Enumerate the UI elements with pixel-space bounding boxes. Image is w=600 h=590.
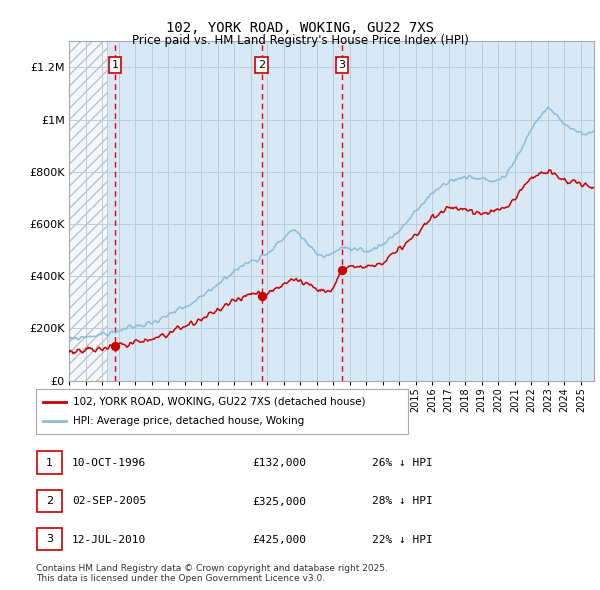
Text: HPI: Average price, detached house, Woking: HPI: Average price, detached house, Woki… [73,417,304,426]
Text: 22% ↓ HPI: 22% ↓ HPI [372,535,433,545]
Text: £132,000: £132,000 [252,458,306,468]
Text: £425,000: £425,000 [252,535,306,545]
Point [337,265,347,274]
FancyBboxPatch shape [37,490,62,512]
Bar [69,41,107,381]
Text: 1: 1 [46,458,53,467]
Text: 102, YORK ROAD, WOKING, GU22 7XS: 102, YORK ROAD, WOKING, GU22 7XS [166,21,434,35]
FancyBboxPatch shape [36,389,408,434]
Text: 102, YORK ROAD, WOKING, GU22 7XS (detached house): 102, YORK ROAD, WOKING, GU22 7XS (detach… [73,397,366,407]
FancyBboxPatch shape [37,528,62,550]
Text: 2: 2 [46,496,53,506]
FancyBboxPatch shape [37,451,62,474]
Text: 26% ↓ HPI: 26% ↓ HPI [372,458,433,468]
Text: 10-OCT-1996: 10-OCT-1996 [72,458,146,468]
Text: 3: 3 [338,60,346,70]
Text: 2: 2 [258,60,265,70]
Text: 12-JUL-2010: 12-JUL-2010 [72,535,146,545]
Point [110,342,119,351]
Text: Contains HM Land Registry data © Crown copyright and database right 2025.
This d: Contains HM Land Registry data © Crown c… [36,563,388,583]
Text: Price paid vs. HM Land Registry's House Price Index (HPI): Price paid vs. HM Land Registry's House … [131,34,469,47]
Point [257,291,266,300]
Text: £325,000: £325,000 [252,497,306,506]
Text: 28% ↓ HPI: 28% ↓ HPI [372,497,433,506]
Text: 02-SEP-2005: 02-SEP-2005 [72,497,146,506]
Text: 1: 1 [112,60,118,70]
Text: 3: 3 [46,535,53,544]
